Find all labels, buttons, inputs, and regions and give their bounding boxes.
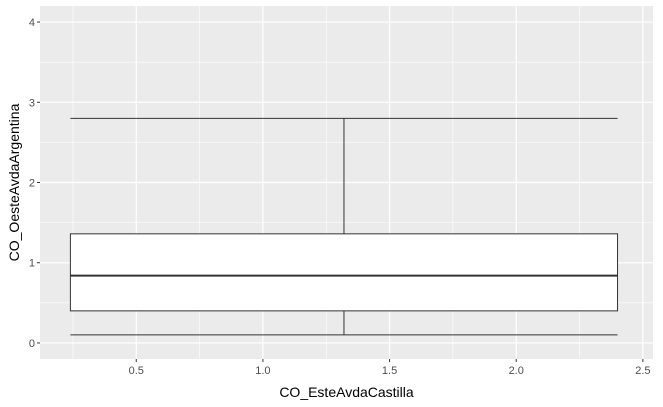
x-axis-ticks: 0.5 1.0 1.5 2.0 2.5 <box>129 359 651 377</box>
x-tick-label: 1.5 <box>382 365 397 377</box>
y-tick-label: 2 <box>29 178 35 190</box>
y-axis-ticks: 0 1 2 3 4 <box>29 17 40 350</box>
x-axis-title: CO_EsteAvdaCastilla <box>279 384 414 400</box>
y-axis-title: CO_OesteAvdaArgentina <box>6 103 22 261</box>
y-tick-label: 3 <box>29 97 35 109</box>
y-tick-label: 4 <box>29 17 35 29</box>
x-tick-label: 2.0 <box>509 365 524 377</box>
interquartile-box <box>69 233 619 312</box>
y-tick-label: 0 <box>29 338 35 350</box>
y-tick-label: 1 <box>29 258 35 270</box>
x-tick-label: 0.5 <box>129 365 144 377</box>
box-marks <box>69 117 619 336</box>
x-tick-label: 2.5 <box>635 365 650 377</box>
x-tick-label: 1.0 <box>255 365 270 377</box>
